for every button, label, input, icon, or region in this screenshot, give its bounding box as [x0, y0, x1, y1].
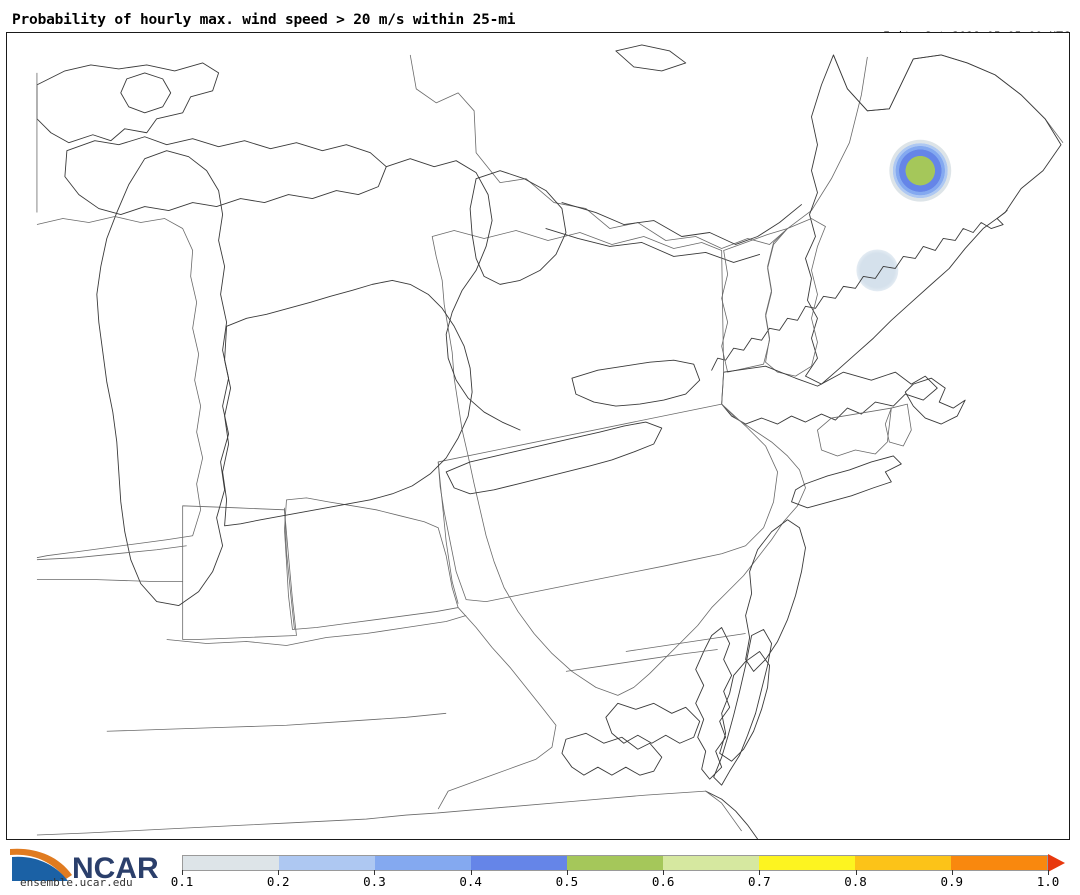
colorbar-tick-label: 0.2 [266, 874, 290, 889]
st-lawrence-river [561, 202, 802, 245]
lake-nipigon [120, 72, 172, 114]
virginia-lower-coast [561, 732, 663, 776]
colorbar-tick-label: 0.1 [170, 874, 194, 889]
ohio-river [166, 615, 467, 646]
probability-field [856, 139, 952, 292]
colorbar-tick-label: 0.7 [748, 874, 771, 889]
wv-va-border [437, 607, 557, 810]
pennsylvania-outline [437, 403, 778, 602]
maine-new-brunswick-border [833, 54, 1064, 143]
ncar-logo-orange-arc [10, 848, 72, 879]
colorbar-tick-mark [951, 870, 953, 875]
virginia-coast [605, 702, 701, 744]
colorbar-tick-label: 0.9 [940, 874, 964, 889]
maryland-virginia-border [625, 633, 746, 652]
nc-coast-line [705, 790, 742, 832]
maine-coast-detail [711, 210, 1008, 371]
lake-huron [385, 158, 521, 431]
st-lawrence-river-south [545, 228, 761, 263]
colorbar-band [375, 856, 471, 870]
michigan-upper-peninsula [64, 136, 387, 215]
delmarva-peninsula [713, 629, 773, 786]
ncar-logo-blue-wedge [12, 857, 68, 881]
colorbar-tick-label: 0.8 [844, 874, 867, 889]
colorbar-band [567, 856, 663, 870]
lake-erie [445, 421, 663, 495]
virginia-nc-border [436, 790, 706, 814]
wisconsin-illinois-border [36, 545, 187, 561]
colorbar-band [663, 856, 759, 870]
map-geography-svg [36, 44, 1064, 839]
indiana-ohio-border [284, 507, 295, 630]
michigan-lower-peninsula [222, 279, 473, 527]
colorbar-tick-mark [855, 870, 857, 875]
georgian-bay [469, 170, 567, 285]
indiana-outline [182, 505, 297, 640]
colorbar: 0.1 0.2 0.3 0.4 0.5 0.6 0.7 0.8 0.9 1.0 [171, 854, 1070, 891]
colorbar-tick-label: 0.4 [459, 874, 482, 889]
lake-ontario [571, 359, 701, 407]
anticosti-island [615, 44, 687, 72]
colorbar-tick-label: 0.5 [555, 874, 579, 889]
connecticut-outline [817, 407, 892, 457]
colorbar-tick-mark [1048, 870, 1049, 875]
colorbar-bands [182, 855, 1048, 871]
maine-outline [805, 54, 1062, 385]
colorbar-tick-label: 1.0 [1036, 874, 1060, 889]
ncar-url-label: ensemble.ucar.edu [20, 876, 133, 889]
colorbar-tick-mark [182, 870, 183, 875]
long-island [791, 455, 902, 509]
new-hampshire-outline [765, 218, 826, 377]
legend-strip: NCAR ensemble.ucar.edu 0.1 0.2 0.3 0.4 0.5 0.… [0, 843, 1080, 895]
colorbar-tick-label: 0.3 [363, 874, 386, 889]
colorbar-band [471, 856, 567, 870]
massachusetts-outline [721, 365, 938, 425]
map-canvas [6, 32, 1070, 840]
colorbar-band [183, 856, 279, 870]
colorbar-band [951, 856, 1047, 870]
colorbar-tick-mark [663, 870, 665, 875]
probability-blob-primary [889, 139, 952, 202]
vermont-outline [721, 228, 788, 373]
colorbar-tick-mark [374, 870, 376, 875]
north-carolina-outer-banks [705, 790, 759, 839]
canada-border-north [409, 54, 868, 249]
new-jersey-outline [745, 519, 806, 672]
rhode-island-outline [884, 403, 912, 447]
colorbar-band [279, 856, 375, 870]
colorbar-tick-mark [566, 870, 568, 875]
colorbar-tick-mark [759, 870, 761, 875]
pa-wv-border [437, 461, 459, 604]
new-york-outline [431, 230, 806, 696]
wisconsin-outline [36, 216, 204, 559]
colorbar-tick-mark [470, 870, 472, 875]
illinois-east-border [36, 579, 183, 583]
delaware-maryland-outline [719, 651, 771, 762]
cape-cod [904, 377, 966, 425]
ncar-logo[interactable]: NCAR [6, 845, 171, 893]
kentucky-south-border [106, 712, 447, 732]
probability-blob-secondary [856, 249, 899, 292]
tennessee-border [36, 812, 437, 836]
colorbar-band [759, 856, 855, 870]
colorbar-tick-label: 0.6 [651, 874, 675, 889]
colorbar-overflow-arrow [1048, 854, 1065, 872]
chesapeake-bay [695, 627, 733, 780]
page-title: Probability of hourly max. wind speed > … [12, 12, 516, 28]
lake-superior [36, 62, 220, 144]
ohio-outline [284, 497, 459, 630]
virginia-north-border [565, 649, 718, 672]
geography-layer [36, 44, 1064, 839]
lake-michigan [96, 150, 230, 607]
colorbar-band [855, 856, 951, 870]
colorbar-tick-mark [278, 870, 280, 875]
ncar-logo-wordmark: NCAR [72, 852, 159, 885]
